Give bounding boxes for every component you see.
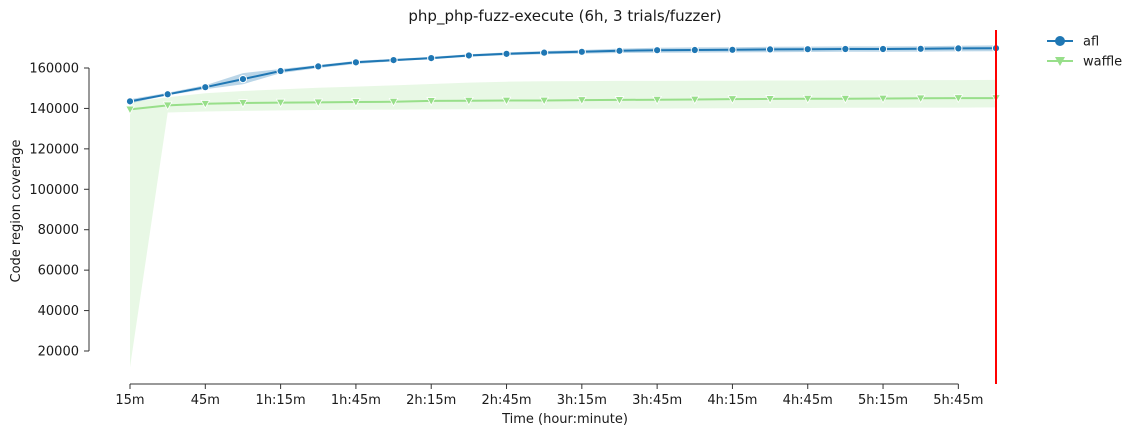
x-axis: 15m 45m 1h:15m 1h:45m 2h:15m 2h:45m 3h:15m 3h:4… bbox=[115, 383, 983, 408]
point-afl bbox=[238, 75, 248, 84]
point-afl bbox=[803, 45, 812, 54]
point-waffle bbox=[238, 99, 248, 108]
point-afl bbox=[765, 45, 775, 54]
point-waffle bbox=[840, 94, 851, 104]
point-waffle bbox=[539, 96, 550, 106]
point-waffle bbox=[200, 100, 211, 109]
legend: afl waffle bbox=[1047, 35, 1122, 70]
point-afl bbox=[276, 66, 285, 76]
point-waffle bbox=[351, 98, 361, 107]
point-afl bbox=[916, 44, 925, 53]
x-tick-label: 15m bbox=[115, 393, 144, 408]
legend-marker-waffle bbox=[1055, 57, 1065, 66]
y-tick-label: 160000 bbox=[29, 62, 79, 77]
y-tick-label: 120000 bbox=[29, 142, 79, 157]
x-tick-label: 2h:45m bbox=[481, 393, 531, 408]
point-afl bbox=[615, 46, 624, 55]
x-tick-label: 4h:15m bbox=[707, 393, 757, 408]
x-tick-label: 45m bbox=[191, 393, 220, 408]
point-afl bbox=[728, 45, 737, 54]
legend-marker-afl bbox=[1055, 36, 1065, 46]
x-tick-label: 4h:45m bbox=[783, 393, 833, 408]
line-waffle bbox=[129, 97, 996, 111]
point-waffle bbox=[878, 94, 888, 104]
point-afl bbox=[163, 90, 172, 99]
point-afl bbox=[577, 47, 586, 56]
point-waffle bbox=[727, 95, 738, 105]
y-axis: 20000 40000 60000 80000 100000 120000 140000 16… bbox=[29, 62, 90, 360]
chart-title: php_php-fuzz-execute (6h, 3 trials/fuzze… bbox=[408, 7, 721, 26]
point-afl bbox=[427, 53, 436, 63]
point-afl bbox=[502, 49, 511, 58]
y-tick-label: 100000 bbox=[29, 183, 79, 198]
point-afl bbox=[201, 83, 210, 92]
y-tick-label: 40000 bbox=[38, 304, 79, 319]
point-waffle bbox=[275, 98, 286, 108]
point-afl bbox=[314, 62, 323, 71]
point-afl bbox=[653, 46, 662, 55]
point-afl bbox=[954, 44, 963, 53]
y-axis-label: Code region coverage bbox=[9, 139, 24, 282]
x-tick-label: 3h:15m bbox=[557, 393, 607, 408]
series-lines bbox=[129, 47, 997, 111]
point-waffle bbox=[388, 97, 399, 107]
legend-label-waffle: waffle bbox=[1083, 55, 1122, 70]
x-tick-label: 2h:15m bbox=[406, 393, 456, 408]
point-waffle bbox=[463, 96, 474, 106]
point-afl bbox=[540, 48, 549, 57]
point-waffle bbox=[501, 96, 512, 106]
point-waffle bbox=[915, 94, 926, 104]
point-afl bbox=[878, 44, 888, 54]
point-waffle bbox=[652, 95, 663, 105]
point-afl bbox=[464, 51, 473, 60]
point-afl bbox=[125, 97, 135, 106]
line-afl bbox=[129, 47, 997, 103]
point-waffle bbox=[614, 96, 625, 105]
band-afl bbox=[130, 45, 996, 104]
point-afl bbox=[690, 45, 699, 55]
y-tick-label: 140000 bbox=[29, 102, 79, 117]
point-waffle bbox=[765, 95, 775, 104]
point-waffle bbox=[125, 105, 135, 115]
point-waffle bbox=[953, 94, 964, 104]
x-tick-label: 5h:45m bbox=[933, 393, 983, 408]
y-tick-label: 20000 bbox=[38, 345, 79, 360]
y-tick-label: 80000 bbox=[38, 223, 79, 238]
point-afl bbox=[841, 44, 850, 54]
x-tick-label: 1h:45m bbox=[331, 393, 381, 408]
point-waffle bbox=[426, 97, 437, 106]
point-afl bbox=[389, 56, 398, 65]
series-markers bbox=[125, 44, 1001, 115]
y-tick-label: 60000 bbox=[38, 264, 79, 279]
confidence-bands bbox=[130, 45, 996, 368]
x-axis-label: Time (hour:minute) bbox=[501, 412, 628, 427]
point-afl bbox=[351, 58, 361, 67]
point-waffle bbox=[576, 96, 587, 106]
point-waffle bbox=[689, 95, 700, 105]
point-waffle bbox=[162, 101, 173, 111]
x-tick-label: 3h:45m bbox=[632, 393, 682, 408]
band-waffle bbox=[130, 79, 996, 368]
legend-label-afl: afl bbox=[1083, 35, 1099, 50]
x-tick-label: 1h:15m bbox=[256, 393, 306, 408]
point-waffle bbox=[802, 94, 813, 104]
x-tick-label: 5h:15m bbox=[858, 393, 908, 408]
point-waffle bbox=[313, 98, 324, 108]
